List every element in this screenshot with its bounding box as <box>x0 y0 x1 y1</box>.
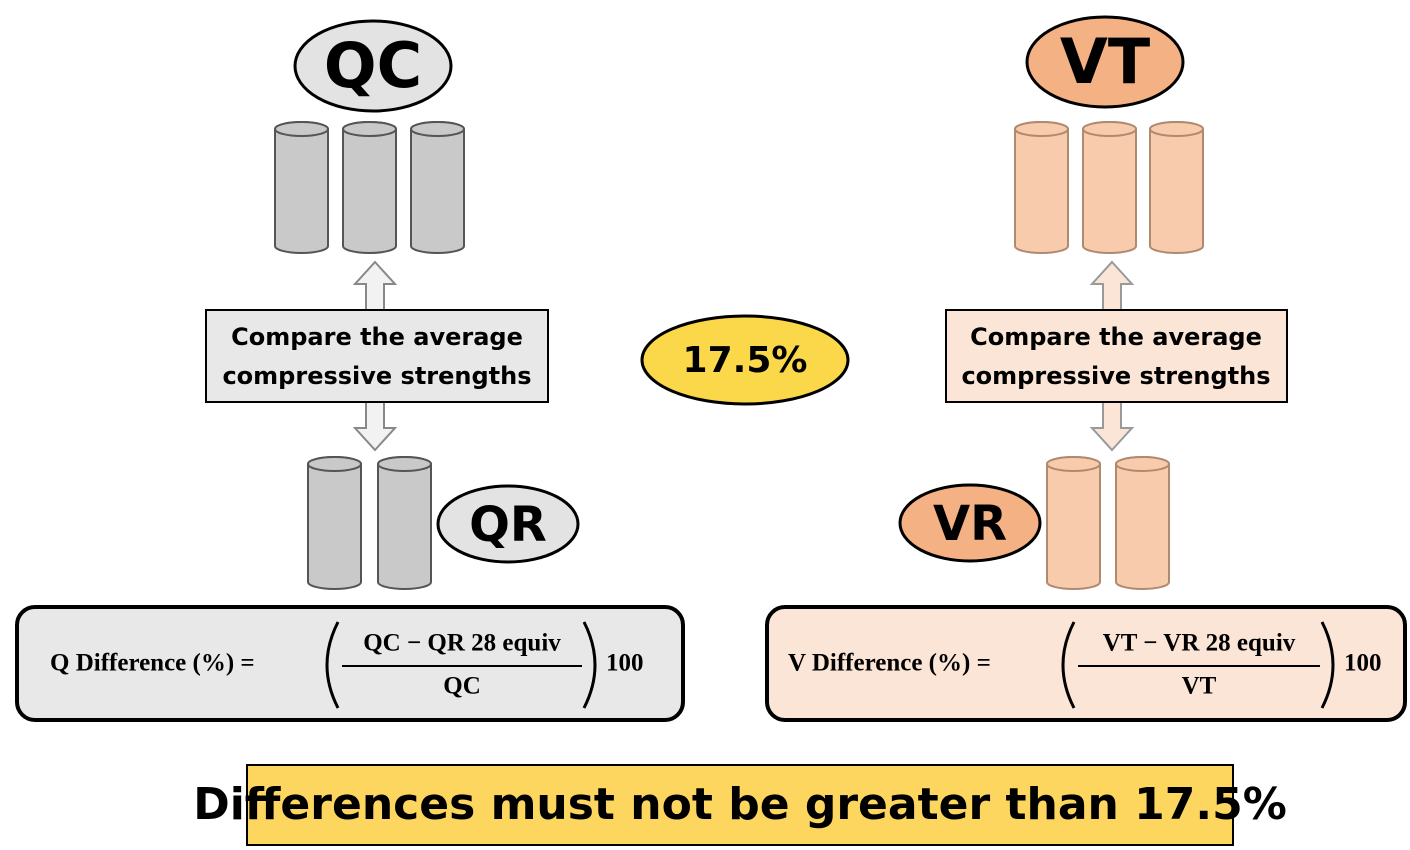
center-ellipse <box>640 314 850 406</box>
cylinder-part <box>410 121 465 137</box>
box-text: compressive strengths <box>961 362 1270 390</box>
numerator: VT − VR 28 equiv <box>1103 630 1296 657</box>
cylinder-part <box>1149 121 1204 137</box>
formula-box <box>765 605 1407 722</box>
factor: 100 <box>1344 650 1382 677</box>
compare-box <box>205 309 549 403</box>
cylinder-part <box>307 456 362 472</box>
cylinder-part <box>1149 121 1204 254</box>
cylinder <box>1014 121 1069 254</box>
banner-text: Differences must not be greater than 17.… <box>193 779 1287 830</box>
cylinder <box>410 121 465 254</box>
denominator: VT <box>1182 673 1217 700</box>
formula-label: V Difference (%) = <box>788 650 991 677</box>
cylinder-part <box>1014 121 1069 137</box>
arrow <box>1089 260 1135 313</box>
arrow <box>352 401 398 452</box>
label-ellipse <box>293 19 453 113</box>
paren <box>582 621 597 709</box>
cylinder-part <box>307 456 362 590</box>
cylinder-part <box>274 121 329 254</box>
factor: 100 <box>606 650 644 677</box>
label-ellipse <box>436 484 580 564</box>
label: VR <box>933 496 1007 552</box>
cylinder-part <box>342 121 397 137</box>
paren <box>1320 621 1335 709</box>
denominator: QC <box>443 673 481 700</box>
cylinder-part <box>1046 456 1101 472</box>
formula-box <box>15 605 685 722</box>
cylinder-part <box>1046 456 1101 590</box>
label-ellipse <box>898 483 1042 563</box>
paren <box>1061 621 1076 709</box>
center-label: 17.5% <box>683 340 808 381</box>
box-text: compressive strengths <box>222 362 531 390</box>
label: VT <box>1060 25 1150 98</box>
cylinder-part <box>342 121 397 254</box>
cylinder <box>1149 121 1204 254</box>
cylinder-part <box>1115 456 1170 472</box>
arrow <box>1089 401 1135 452</box>
formula-label: Q Difference (%) = <box>50 650 255 677</box>
cylinder <box>377 456 432 590</box>
cylinder <box>307 456 362 590</box>
box-text: Compare the average <box>231 323 523 351</box>
cylinder-part <box>1082 121 1137 137</box>
banner <box>246 764 1234 846</box>
label: QR <box>469 497 547 553</box>
arrow <box>352 260 398 313</box>
cylinder-part <box>377 456 432 472</box>
cylinder <box>1046 456 1101 590</box>
box-text: Compare the average <box>970 323 1262 351</box>
cylinder <box>1115 456 1170 590</box>
label: QC <box>324 29 422 102</box>
cylinder <box>1082 121 1137 254</box>
cylinder-part <box>1014 121 1069 254</box>
paren <box>325 621 340 709</box>
cylinder <box>274 121 329 254</box>
cylinder-part <box>377 456 432 590</box>
cylinder-part <box>1115 456 1170 590</box>
compare-box <box>945 309 1288 403</box>
label-ellipse <box>1025 15 1185 109</box>
cylinder-part <box>410 121 465 254</box>
cylinder <box>342 121 397 254</box>
cylinder-part <box>274 121 329 137</box>
numerator: QC − QR 28 equiv <box>363 630 561 657</box>
cylinder-part <box>1082 121 1137 254</box>
